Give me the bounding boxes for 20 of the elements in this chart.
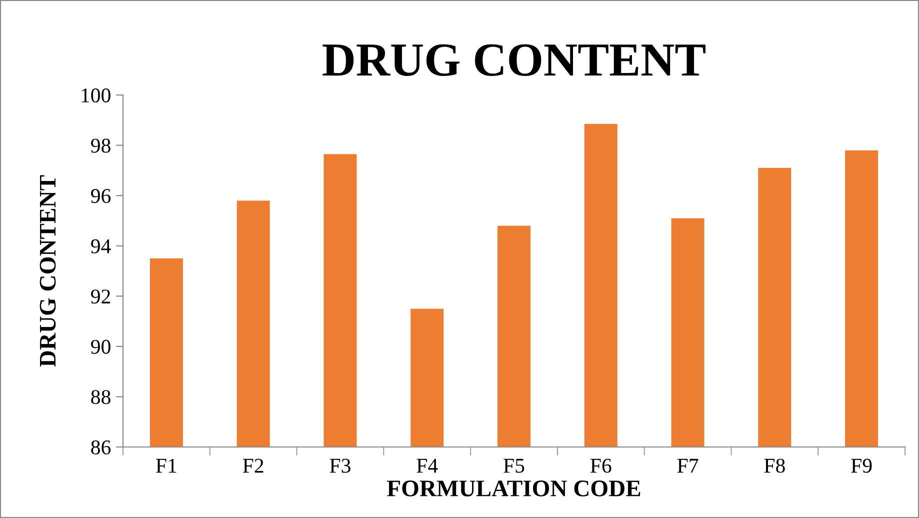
x-tick-label: F5 (504, 458, 524, 473)
y-tick-label: 94 (91, 239, 111, 254)
y-tick-label: 86 (91, 440, 111, 454)
x-tick-label: F2 (242, 458, 264, 473)
x-tick-label: F8 (764, 458, 785, 473)
x-tick-label: F7 (677, 458, 698, 473)
y-tick-label: 100 (82, 88, 110, 102)
x-tick-label: F9 (851, 458, 872, 473)
x-tick-label: F4 (416, 458, 438, 473)
y-axis-title: DRUG CONTENT (40, 175, 56, 367)
y-tick-label: 98 (91, 138, 110, 153)
x-tick-label: F6 (590, 458, 612, 473)
y-tick-label: 90 (91, 340, 110, 354)
x-axis-title: FORMULATION CODE (387, 480, 640, 496)
y-tick-label: 92 (91, 290, 110, 304)
y-tick-label: 96 (91, 189, 111, 204)
y-tick-label: 88 (91, 390, 110, 404)
x-tick-label: F3 (330, 458, 350, 473)
x-tick-label: F1 (156, 458, 176, 473)
chart-title: DRUG CONTENT (322, 44, 706, 76)
